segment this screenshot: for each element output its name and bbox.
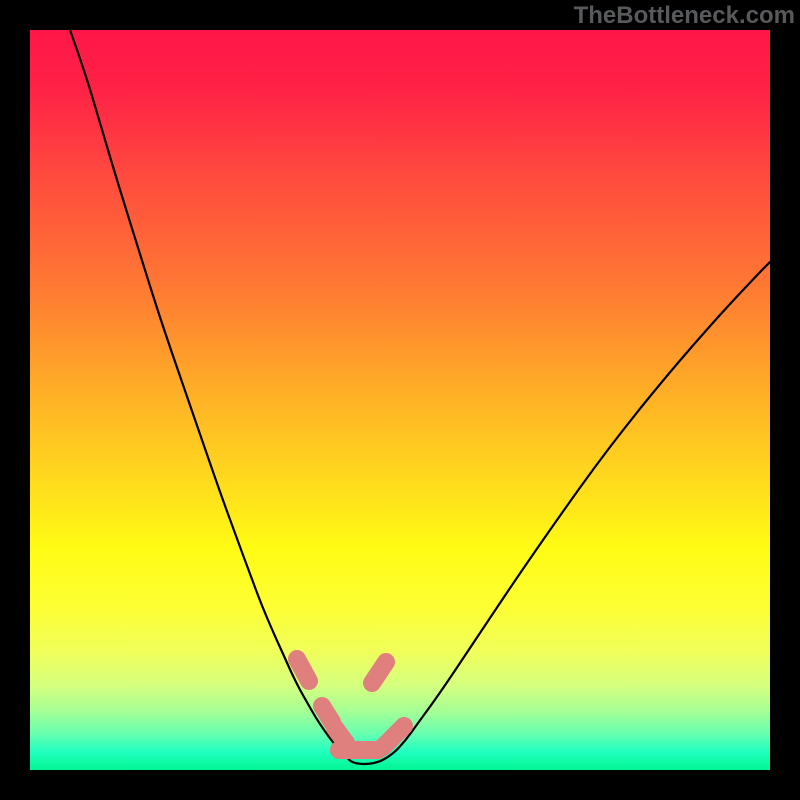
gradient-background — [30, 30, 770, 770]
marker-segment — [322, 706, 332, 722]
marker-segment — [372, 662, 386, 683]
plot-area — [30, 30, 770, 770]
marker-segment — [297, 659, 309, 681]
marker-segment — [335, 728, 346, 743]
bottleneck-chart-svg — [30, 30, 770, 770]
watermark-text: TheBottleneck.com — [574, 2, 795, 30]
